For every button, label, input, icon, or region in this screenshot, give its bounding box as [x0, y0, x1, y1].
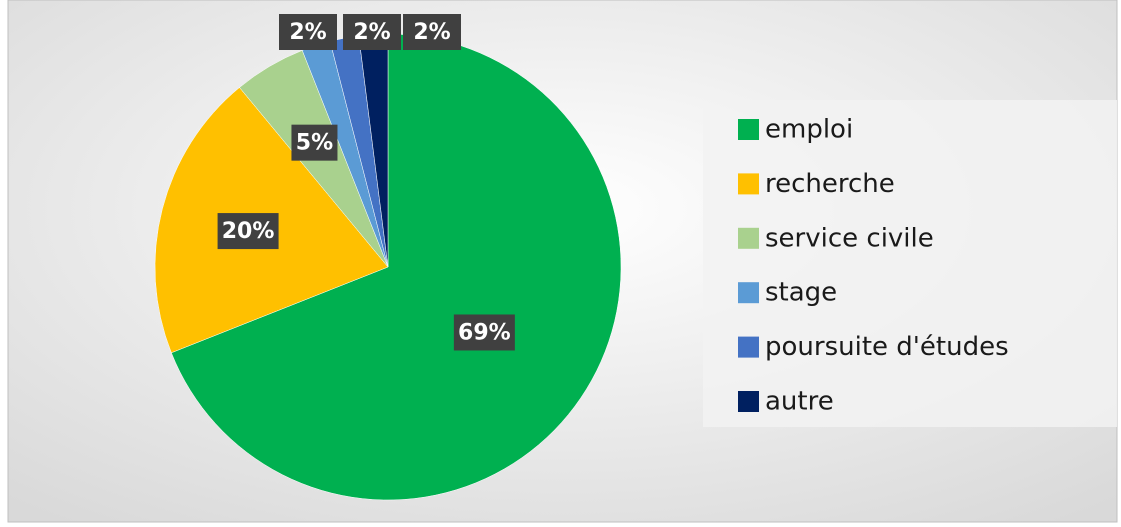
data-label: 69%	[458, 320, 511, 345]
data-label: 2%	[353, 20, 390, 45]
legend: emploi recherche service civile stage poursu…	[738, 115, 1009, 417]
legend-label: recherche	[765, 169, 895, 199]
legend-swatch	[738, 227, 759, 249]
slices	[154, 33, 622, 501]
data-label: 2%	[289, 20, 326, 45]
data-label: 2%	[413, 20, 450, 45]
legend-swatch	[738, 391, 759, 412]
data-label-box	[291, 124, 338, 161]
legend-label: poursuite d'études	[765, 332, 1009, 362]
legend-box	[703, 100, 1117, 427]
data-label: 5%	[296, 131, 333, 156]
legend-label: autre	[765, 387, 834, 417]
legend-swatch	[738, 119, 759, 140]
legend-label: service civile	[765, 223, 934, 253]
legend-label: stage	[765, 278, 837, 308]
data-label-box	[343, 14, 401, 50]
legend-swatch	[738, 336, 759, 358]
slice	[171, 33, 622, 501]
data-label-box	[403, 14, 461, 50]
data-label-box	[279, 14, 337, 50]
data-label-box	[217, 213, 279, 250]
legend-swatch	[738, 282, 759, 304]
data-label: 20%	[222, 219, 275, 244]
data-label-box	[453, 314, 515, 351]
legend-label: emploi	[765, 115, 853, 145]
labels: 69% 20% 5% 2% 2% 2%	[217, 14, 515, 351]
legend-swatch	[738, 173, 759, 195]
